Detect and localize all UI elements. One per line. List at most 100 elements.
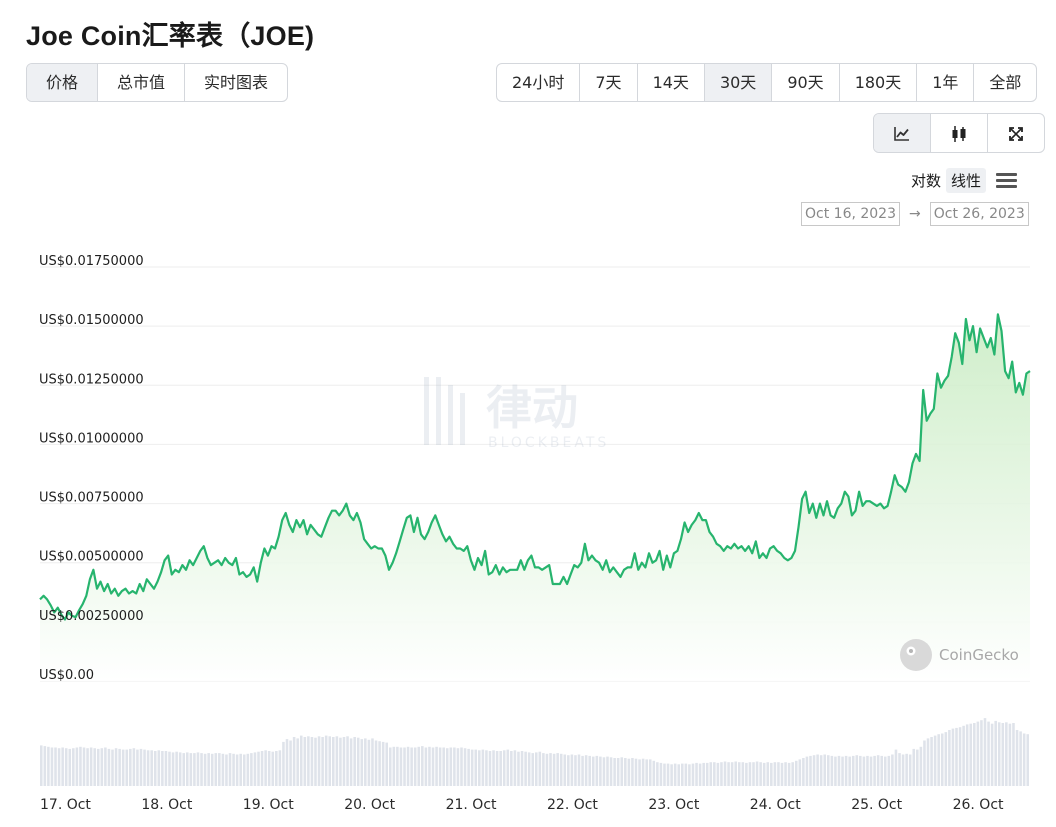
volume-bar — [356, 737, 360, 786]
tab-live-chart[interactable]: 实时图表 — [204, 73, 269, 92]
volume-bar — [570, 754, 574, 786]
volume-bar — [485, 750, 488, 786]
volume-bar — [841, 756, 844, 786]
tab-price[interactable]: 价格 — [27, 64, 99, 101]
volume-bar — [111, 749, 114, 786]
volume-bar — [317, 736, 321, 786]
x-tick-label: 22. Oct — [547, 797, 598, 813]
volume-bar — [869, 756, 873, 786]
volume-bar — [990, 723, 994, 786]
volume-bar — [919, 746, 923, 786]
y-tick-label: US$0.00750000 — [39, 491, 144, 506]
volume-bar — [86, 748, 89, 786]
volume-bar — [944, 732, 948, 786]
volume-bar — [727, 762, 730, 786]
volume-bar — [275, 751, 278, 786]
volume-bar — [545, 753, 549, 786]
line-chart-button[interactable] — [874, 114, 931, 152]
volume-bar — [257, 751, 260, 786]
volume-bar — [773, 762, 777, 786]
y-tick-label: US$0.00500000 — [39, 550, 144, 565]
range-14d[interactable]: 14天 — [638, 64, 705, 101]
date-range-arrow: → — [909, 206, 921, 222]
volume-bar — [894, 749, 898, 786]
volume-bar — [96, 748, 100, 786]
volume-bar — [385, 742, 388, 786]
volume-bar — [844, 755, 848, 786]
x-tick-label: 24. Oct — [750, 797, 801, 813]
volume-bar — [517, 751, 520, 786]
volume-bar — [228, 753, 232, 786]
tab-market-cap[interactable]: 总市值 — [98, 64, 186, 101]
x-tick-label: 18. Oct — [141, 797, 192, 813]
volume-bar — [421, 746, 424, 786]
volume-bar — [445, 748, 449, 786]
range-24h[interactable]: 24小时 — [497, 64, 581, 101]
volume-bar — [239, 753, 242, 786]
volume-bar — [456, 748, 460, 786]
volume-bar — [381, 741, 385, 786]
volume-bar — [235, 754, 239, 786]
volume-bar — [987, 721, 990, 786]
volume-bar — [866, 755, 869, 786]
volume-bar — [175, 751, 178, 786]
volume-bar — [709, 762, 713, 786]
volume-bar — [859, 755, 862, 786]
volume-bar — [908, 754, 912, 786]
volume-bar — [481, 749, 485, 786]
volume-bar — [470, 749, 474, 786]
y-tick-label: US$0.01500000 — [39, 313, 144, 328]
volume-bar — [314, 737, 317, 786]
volume-bar — [798, 759, 802, 786]
volume-bar — [588, 755, 591, 786]
volume-bar — [1022, 733, 1026, 786]
y-axis-labels: US$0.01750000 US$0.01500000 US$0.01250000 U… — [39, 254, 144, 683]
volume-bar — [891, 754, 894, 786]
volume-bar — [965, 724, 969, 786]
volume-bar — [830, 755, 834, 786]
date-to-input[interactable]: Oct 26, 2023 — [929, 202, 1029, 226]
volume-bar — [741, 762, 745, 786]
volume-bar — [367, 739, 371, 786]
scale-linear-option[interactable]: 线性 — [946, 168, 987, 193]
volume-bar — [424, 747, 428, 786]
volume-bar — [851, 755, 855, 786]
date-from-input[interactable]: Oct 16, 2023 — [801, 202, 900, 226]
volume-bar — [634, 758, 638, 786]
volume-bar — [641, 758, 645, 786]
volume-bar — [802, 758, 805, 786]
range-7d[interactable]: 7天 — [580, 64, 638, 101]
fullscreen-button[interactable] — [988, 114, 1044, 152]
volume-bar — [948, 730, 951, 786]
range-30d[interactable]: 30天 — [704, 64, 773, 101]
volume-bar — [178, 752, 182, 786]
scale-log-option[interactable]: 对数 — [911, 172, 942, 190]
volume-bar — [193, 753, 196, 786]
range-180d[interactable]: 180天 — [840, 64, 918, 101]
range-all[interactable]: 全部 — [989, 73, 1022, 92]
volume-bar — [862, 756, 866, 786]
volume-bar — [72, 748, 75, 786]
volume-bar — [196, 752, 200, 786]
volume-bar — [602, 757, 606, 786]
volume-bar — [164, 751, 168, 786]
volume-bar — [264, 750, 267, 786]
volume-bar — [926, 738, 930, 786]
page-title: Joe Coin汇率表（JOE) — [26, 21, 315, 51]
volume-bar — [1026, 734, 1029, 786]
volume-bar — [777, 762, 780, 786]
range-90d[interactable]: 90天 — [772, 64, 840, 101]
volume-bar — [720, 762, 723, 786]
range-1y[interactable]: 1年 — [917, 64, 975, 101]
volume-bar — [567, 755, 570, 786]
volume-bar — [335, 736, 339, 786]
volume-bar — [759, 762, 762, 786]
candlestick-button[interactable] — [931, 114, 988, 152]
volume-bar — [453, 747, 456, 786]
volume-bar — [887, 755, 891, 786]
volume-bar — [438, 747, 442, 786]
price-area — [40, 314, 1030, 681]
volume-bar — [242, 754, 246, 786]
menu-icon[interactable] — [996, 172, 1018, 190]
